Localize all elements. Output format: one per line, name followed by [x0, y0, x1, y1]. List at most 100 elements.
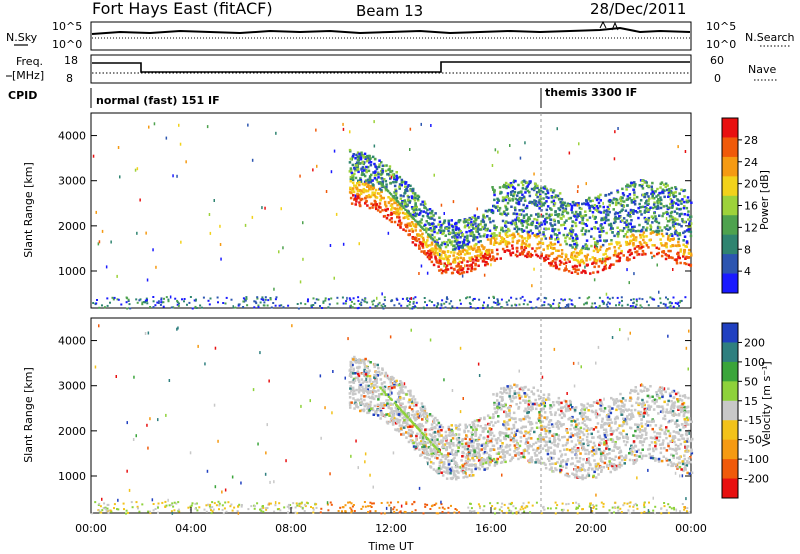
- power-data-cell: [436, 302, 439, 305]
- power-data-cell: [688, 220, 692, 223]
- power-data-cell: [622, 193, 626, 197]
- power-data-cell: [659, 301, 662, 304]
- power-data-cell: [443, 262, 446, 266]
- velocity-data-cell: [495, 394, 499, 397]
- power-data-cell: [554, 213, 557, 216]
- power-data-cell: [477, 232, 481, 236]
- power-data-cell: [430, 260, 434, 264]
- power-data-cell: [541, 202, 545, 205]
- velocity-data-cell: [300, 505, 303, 508]
- velocity-data-cell: [465, 435, 469, 438]
- velocity-data-cell: [565, 463, 568, 466]
- power-data-cell: [262, 299, 265, 301]
- power-data-cell: [385, 186, 388, 189]
- power-data-cell: [667, 254, 670, 258]
- power-data-cell: [419, 203, 423, 206]
- power-data-cell: [665, 204, 668, 208]
- power-data-cell: [621, 192, 625, 195]
- power-data-cell: [431, 233, 434, 237]
- velocity-data-cell: [460, 439, 464, 442]
- velocity-data-cell: [463, 430, 466, 434]
- velocity-data-cell: [520, 506, 523, 508]
- velocity-data-cell: [213, 502, 216, 505]
- power-data-cell: [414, 305, 416, 308]
- velocity-data-cell: [349, 506, 352, 509]
- power-data-cell: [336, 296, 339, 299]
- velocity-data-cell: [528, 416, 531, 420]
- power-data-cell: [342, 127, 345, 131]
- power-data-cell: [358, 303, 361, 306]
- velocity-data-cell: [394, 383, 397, 387]
- power-data-cell: [601, 300, 604, 303]
- power-data-cell: [563, 201, 566, 205]
- power-data-cell: [438, 269, 441, 272]
- velocity-data-cell: [514, 507, 517, 510]
- power-data-cell: [446, 241, 449, 244]
- power-data-cell: [183, 298, 186, 300]
- power-data-cell: [651, 195, 654, 198]
- power-data-cell: [491, 236, 494, 239]
- power-data-cell: [391, 173, 394, 177]
- velocity-data-cell: [522, 502, 525, 505]
- velocity-data-cell: [435, 423, 438, 427]
- power-data-cell: [380, 182, 383, 185]
- velocity-data-cell: [261, 505, 264, 508]
- power-data-cell: [491, 186, 494, 189]
- velocity-data-cell: [610, 457, 614, 461]
- velocity-data-cell: [515, 439, 518, 443]
- velocity-data-cell: [666, 403, 669, 406]
- power-data-cell: [597, 201, 601, 205]
- power-data-cell: [642, 231, 646, 234]
- power-data-cell: [582, 261, 586, 265]
- power-data-cell: [685, 199, 689, 202]
- power-data-cell: [666, 237, 670, 240]
- power-data-cell: [342, 302, 345, 305]
- velocity-data-cell: [600, 438, 603, 441]
- power-data-cell: [525, 219, 528, 223]
- velocity-data-cell: [534, 461, 537, 464]
- power-data-cell: [668, 239, 672, 242]
- velocity-data-cell: [668, 392, 672, 395]
- velocity-data-cell: [684, 463, 687, 467]
- power-data-cell: [563, 258, 567, 261]
- velocity-data-cell: [477, 503, 480, 506]
- power-data-cell: [509, 184, 512, 188]
- power-data-cell: [446, 268, 450, 271]
- power-data-cell: [596, 270, 600, 274]
- power-data-cell: [414, 223, 418, 226]
- power-data-cell: [475, 218, 478, 221]
- velocity-data-cell: [435, 502, 438, 505]
- velocity-data-cell: [552, 403, 556, 407]
- power-data-cell: [687, 225, 690, 229]
- velocity-data-cell: [171, 502, 174, 505]
- power-data-cell: [602, 201, 604, 205]
- power-data-cell: [282, 306, 285, 309]
- power-data-cell: [598, 230, 601, 233]
- power-data-cell: [440, 203, 443, 207]
- power-data-cell: [251, 158, 254, 162]
- velocity-data-cell: [663, 446, 666, 450]
- power-data-cell: [640, 228, 644, 232]
- power-data-cell: [544, 227, 547, 230]
- power-data-cell: [572, 267, 575, 271]
- power-data-cell: [497, 299, 499, 302]
- power-data-cell: [522, 242, 526, 245]
- freq-tick-low: 8: [66, 72, 73, 85]
- power-data-cell: [389, 199, 393, 202]
- power-data-cell: [563, 209, 566, 212]
- power-data-cell: [486, 262, 489, 266]
- power-data-cell: [431, 250, 435, 254]
- power-data-cell: [581, 227, 585, 230]
- velocity-data-cell: [449, 446, 452, 449]
- power-data-cell: [364, 300, 367, 303]
- power-data-cell: [470, 217, 473, 221]
- velocity-data-cell: [141, 503, 144, 506]
- velocity-data-cell: [394, 400, 398, 404]
- power-data-cell: [427, 254, 431, 258]
- power-data-cell: [418, 213, 421, 216]
- power-data-cell: [544, 218, 547, 221]
- power-data-cell: [618, 303, 621, 306]
- power-data-cell: [520, 221, 523, 225]
- power-data-cell: [615, 259, 618, 263]
- power-data-cell: [179, 142, 182, 146]
